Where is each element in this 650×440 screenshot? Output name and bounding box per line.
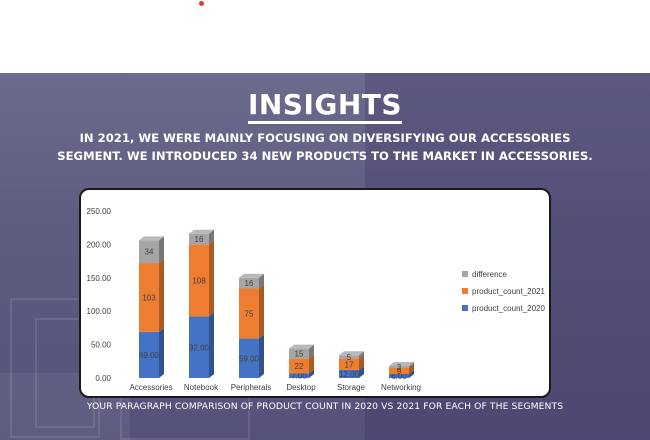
y-tick-label: 100.00 (87, 307, 112, 316)
bar-top-face (139, 236, 164, 241)
data-label: 3 (397, 363, 402, 372)
bar-segment (239, 338, 259, 378)
data-label: 5 (347, 353, 352, 362)
data-label: 108 (192, 276, 206, 285)
data-label: 7.00 (291, 372, 307, 381)
data-label: 59.00 (239, 354, 260, 363)
slide-footer: YOUR PARAGRAPH COMPARISON OF PRODUCT COU… (86, 401, 564, 412)
bar-segment (139, 331, 159, 378)
legend-swatch (462, 305, 468, 311)
data-label: 22 (295, 362, 304, 371)
slide-title: INSIGHTS (0, 88, 650, 124)
x-category-label: Accessories (129, 383, 172, 392)
bar-segment (239, 277, 259, 289)
data-label: 6.00 (391, 372, 407, 381)
y-tick-label: 150.00 (87, 274, 112, 283)
legend-swatch (462, 288, 468, 294)
bar-segment-side (259, 273, 264, 289)
y-tick-label: 50.00 (91, 341, 112, 350)
bar-top-face (389, 361, 414, 366)
bar-top-face (339, 351, 364, 356)
bar-segment (239, 288, 259, 339)
bar-segment-side (159, 236, 164, 264)
x-category-label: Storage (337, 383, 366, 392)
bar-segment (289, 373, 309, 378)
data-label: 16 (195, 235, 204, 244)
legend-label: product_count_2020 (472, 304, 546, 313)
description-line-2: SEGMENT. WE INTRODUCED 34 NEW PRODUCTS T… (57, 149, 593, 163)
bar-segment-side (209, 312, 214, 378)
bar-segment-side (309, 344, 314, 359)
bar-segment (189, 244, 209, 317)
bar-segment-side (409, 363, 414, 374)
chart-card: 0.00 50.00 100.00 150.00 200.00 250.00 69.00 10… (79, 188, 551, 398)
bar-segment-side (409, 369, 414, 378)
data-label: 12.00 (339, 370, 360, 379)
bar-segment-side (159, 327, 164, 378)
bar-segment-side (159, 259, 164, 332)
legend-label: product_count_2021 (472, 287, 546, 296)
bar-segment-side (259, 334, 264, 378)
bar-segment (389, 367, 409, 374)
legend-label: difference (472, 270, 508, 279)
bar-segment-side (309, 354, 314, 374)
bar-segment (139, 240, 159, 264)
slide-description: IN 2021, WE WERE MAINLY FOCUSING ON DIVE… (40, 129, 610, 165)
bar-segment-side (359, 351, 364, 359)
bar-segment-side (309, 369, 314, 378)
bar-segment (389, 373, 409, 378)
bar-segment (339, 358, 359, 370)
bar-top-face (239, 273, 264, 278)
bar-segment-side (209, 240, 214, 317)
data-label: 16 (245, 279, 254, 288)
legend-swatch (462, 271, 468, 277)
slide-title-text: INSIGHTS (247, 88, 403, 124)
data-label: 9 (397, 367, 402, 376)
bar-segment (289, 348, 309, 359)
bar-top-face (189, 229, 214, 234)
x-category-label: Desktop (286, 383, 316, 392)
data-label: 69.00 (139, 351, 160, 360)
bar-segment (139, 263, 159, 332)
top-white-area (0, 0, 650, 73)
insights-slide: INSIGHTS IN 2021, WE WERE MAINLY FOCUSIN… (0, 73, 650, 440)
data-label: 34 (145, 248, 154, 257)
description-line-1: IN 2021, WE WERE MAINLY FOCUSING ON DIVE… (79, 131, 571, 145)
x-category-label: Peripherals (231, 383, 271, 392)
x-category-label: Notebook (184, 383, 219, 392)
data-label: 17 (345, 360, 354, 369)
bar-segment-side (359, 365, 364, 378)
red-indicator-dot (199, 1, 204, 6)
bar-segment-side (359, 354, 364, 370)
bar-segment (189, 233, 209, 245)
bar-segment-side (259, 284, 264, 339)
bar-top-face (289, 344, 314, 349)
bar-segment (389, 365, 409, 368)
data-label: 92.00 (189, 343, 210, 352)
bar-segment-side (409, 361, 414, 368)
data-label: 15 (295, 350, 304, 359)
data-label: 103 (142, 294, 156, 303)
y-tick-label: 250.00 (87, 207, 112, 216)
bar-segment-side (209, 229, 214, 245)
stacked-bar-chart: 0.00 50.00 100.00 150.00 200.00 250.00 69.00 10… (87, 207, 546, 392)
bar-segment (189, 316, 209, 378)
bar-segment (339, 355, 359, 359)
y-tick-label: 200.00 (87, 240, 112, 249)
y-tick-label: 0.00 (95, 374, 111, 383)
x-category-label: Networking (381, 383, 421, 392)
bar-segment (289, 358, 309, 374)
data-label: 75 (245, 310, 254, 319)
bar-segment (339, 369, 359, 378)
